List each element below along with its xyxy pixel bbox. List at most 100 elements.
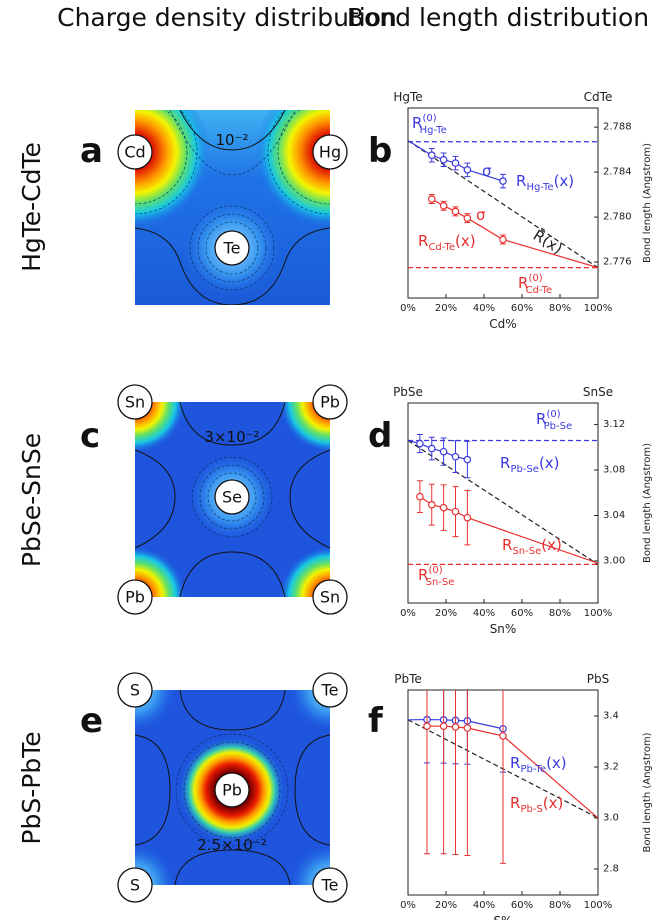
x-tick-label: 20%	[435, 900, 457, 911]
data-point	[451, 507, 460, 516]
top-right-label: SnSe	[583, 385, 613, 399]
data-point	[463, 724, 472, 732]
atom-label: Cd	[124, 143, 145, 162]
x-tick-label: 20%	[435, 303, 457, 314]
data-point	[427, 500, 436, 509]
data-point	[427, 151, 436, 160]
y-tick-label: 3.2	[603, 762, 619, 773]
data-point	[463, 513, 472, 522]
annotation: RPb-S(x)	[510, 794, 563, 815]
data-point	[427, 195, 436, 203]
atom-circle	[117, 867, 153, 903]
annotation-part: R	[510, 794, 520, 812]
annotation-part: Pb-Se	[544, 421, 573, 432]
annotation: σ	[476, 206, 486, 224]
atom-circle	[214, 772, 250, 808]
plot-area	[408, 690, 598, 864]
annotation: R(0) Cd-Te	[518, 273, 552, 296]
annotation-part: (x)	[455, 232, 476, 250]
top-left-label: PbSe	[393, 385, 423, 399]
x-tick-label: 60%	[511, 303, 533, 314]
annotation-part: (0)	[422, 113, 436, 124]
annotation-part: R	[500, 454, 510, 472]
reference-line	[408, 439, 598, 565]
annotation-part: (0)	[528, 273, 542, 284]
y-axis-label: Bond length (Angstrom)	[642, 443, 653, 563]
annotation: RPb-Se(x)	[500, 454, 560, 475]
annotation: RCd-Te(x)	[418, 232, 476, 253]
data-point	[463, 455, 472, 464]
x-tick-label: 80%	[549, 608, 571, 619]
plot-frame	[407, 107, 599, 299]
annotation-part: (x)	[541, 536, 562, 554]
atom-label: Pb	[125, 588, 145, 607]
x-tick-label: 100%	[584, 900, 613, 911]
annotation-part: Pb-Te	[520, 764, 546, 775]
atom-circle	[214, 479, 250, 515]
annotation-part: R	[536, 410, 546, 428]
top-right-label: PbS	[587, 672, 609, 686]
x-tick-label: 100%	[584, 303, 613, 314]
data-point	[499, 177, 507, 185]
atom-label: S	[130, 681, 140, 700]
data-point	[451, 159, 460, 167]
atom-circle	[312, 384, 348, 420]
row-label: PbSe-SnSe	[17, 433, 46, 567]
annotation: RHg-Te(x)	[516, 172, 574, 193]
density-map	[135, 110, 330, 305]
annotation-part: R	[516, 172, 526, 190]
atom-label: Sn	[320, 588, 340, 607]
atom-circle	[117, 579, 153, 615]
atom-circle	[214, 230, 250, 266]
data-point	[416, 492, 424, 501]
annotation-part: R	[510, 754, 520, 772]
y-tick-label: 3.12	[603, 419, 625, 430]
data-point	[439, 155, 448, 164]
annotation: R(0) Hg-Te	[412, 113, 447, 136]
panel-letter: e	[80, 701, 103, 741]
atom-label: Hg	[319, 143, 341, 162]
row-label: HgTe-CdTe	[17, 142, 46, 272]
y-tick-label: 2.776	[603, 257, 632, 268]
atom-label: S	[130, 876, 140, 895]
y-tick-label: 2.780	[603, 212, 632, 223]
x-tick-label: 40%	[473, 608, 495, 619]
annotation-part: Hg-Te	[420, 125, 447, 136]
panel-letter: b	[368, 131, 392, 171]
annotation-part: R	[502, 536, 512, 554]
atom-circle	[117, 134, 153, 170]
data-point	[451, 207, 460, 216]
y-axis-label: Bond length (Angstrom)	[642, 143, 653, 263]
annotation-part: Hg-Te	[526, 182, 553, 193]
data-point	[416, 439, 424, 448]
annotation-part: σ	[476, 206, 486, 224]
data-point	[499, 732, 507, 740]
y-tick-label: 3.4	[603, 711, 619, 722]
annotation-part: R	[518, 274, 528, 292]
annotation: RPb-Te(x)	[510, 754, 567, 775]
contour-label: 3×10⁻²	[204, 428, 259, 446]
annotation-part: (x)	[543, 794, 564, 812]
contour-label: 10⁻²	[215, 131, 248, 149]
plot-frame	[407, 402, 599, 604]
annotation-part: (x)	[539, 454, 560, 472]
annotation-part: R	[412, 114, 422, 132]
data-point	[463, 214, 472, 222]
x-tick-label: 100%	[584, 608, 613, 619]
data-point	[439, 722, 448, 731]
x-tick-label: 0%	[400, 900, 416, 911]
atom-circle	[117, 672, 153, 708]
annotation-part: Cd-Te	[526, 285, 553, 296]
atom-label: Te	[223, 239, 241, 258]
panel-letter: f	[368, 701, 384, 741]
top-left-label: HgTe	[393, 90, 422, 104]
reference-line	[408, 140, 598, 269]
x-tick-label: 40%	[473, 303, 495, 314]
plot-area	[408, 140, 598, 269]
data-point	[439, 503, 448, 512]
data-line	[408, 140, 504, 182]
contour-label: 2.5×10⁻²	[197, 836, 266, 854]
atom-circle	[312, 579, 348, 615]
atom-label: Te	[321, 876, 339, 895]
